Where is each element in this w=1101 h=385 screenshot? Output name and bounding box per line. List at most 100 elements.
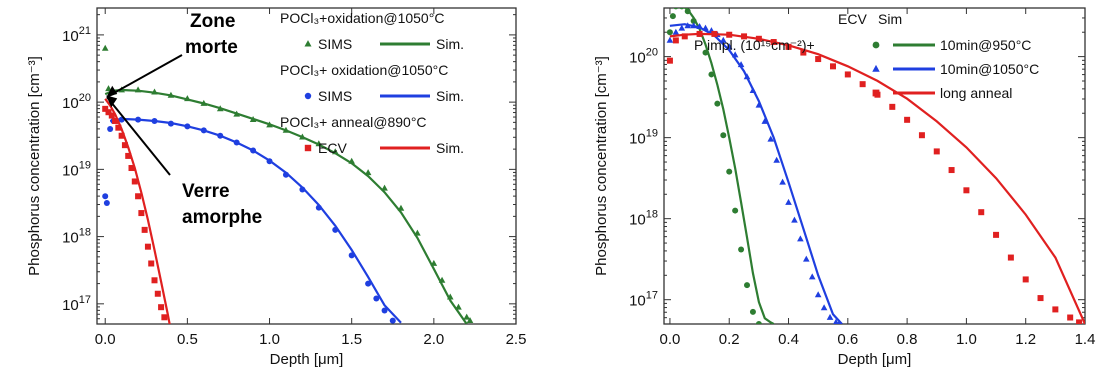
series-line: [104, 88, 468, 324]
y-tick-label: 1019: [62, 159, 91, 179]
data-point: [779, 178, 786, 185]
data-point: [732, 207, 739, 214]
data-point: [151, 277, 158, 284]
y-tick-label: 1021: [62, 25, 91, 45]
y-tick-label: 1019: [629, 128, 658, 148]
y-tick-label: 1017: [629, 290, 658, 310]
data-point: [681, 33, 688, 40]
data-point: [389, 317, 396, 324]
data-point: [666, 57, 673, 64]
legend-marker: [872, 41, 880, 49]
legend-marker: [304, 144, 312, 152]
legend-line-label: Sim.: [436, 88, 464, 104]
data-point: [666, 36, 674, 43]
data-point: [1022, 276, 1029, 283]
series-line: [669, 32, 1085, 324]
legend-title: POCl₃+ anneal@890°C: [280, 114, 427, 130]
y-tick-label: 1017: [62, 294, 91, 314]
legend-marker: [872, 64, 880, 72]
data-point: [744, 282, 751, 289]
data-point: [1007, 254, 1014, 261]
data-point: [381, 307, 388, 314]
data-point: [1037, 295, 1044, 302]
data-point: [1067, 314, 1074, 321]
data-point: [105, 85, 112, 92]
x-tick-label: 0.6: [837, 331, 858, 348]
data-point: [814, 291, 822, 298]
y-axis-label: Phosphorus concentration [cm⁻³]: [593, 56, 610, 276]
data-point: [726, 168, 733, 175]
legend-marker: [872, 89, 880, 97]
x-tick-label: 0.4: [778, 331, 799, 348]
data-point: [161, 314, 168, 321]
data-point: [738, 246, 745, 253]
data-point: [131, 178, 138, 185]
data-layer: [666, 8, 1085, 324]
data-point: [808, 273, 816, 280]
legend-line-label: Sim.: [436, 36, 464, 52]
data-point: [800, 49, 807, 56]
data-point: [463, 313, 471, 320]
data-point: [714, 100, 721, 107]
data-point: [1052, 306, 1059, 313]
data-point: [141, 226, 148, 233]
x-tick-label: 1.5: [341, 331, 362, 348]
y-axis-label: Phosphorus concentration [cm⁻³]: [26, 56, 43, 276]
y-tick-label: 1020: [629, 47, 658, 67]
data-point: [678, 24, 686, 31]
data-point: [993, 231, 1000, 238]
data-point: [154, 290, 161, 297]
data-point: [121, 142, 128, 149]
data-point: [679, 8, 685, 10]
data-point: [720, 132, 727, 139]
data-point: [138, 210, 145, 217]
x-tick-label: 2.5: [506, 331, 527, 348]
data-point: [115, 124, 122, 131]
data-point: [826, 313, 834, 320]
x-tick-label: 0.5: [177, 331, 198, 348]
data-point: [904, 116, 911, 123]
annotation-verre: Verre: [182, 181, 230, 202]
legend-marker-label: SIMS: [318, 36, 352, 52]
annotation-zone: Zone: [190, 11, 235, 32]
data-point: [108, 112, 115, 119]
data-point: [666, 29, 673, 36]
data-point: [158, 304, 165, 311]
x-tick-label: 1.0: [259, 331, 280, 348]
data-point: [918, 132, 925, 139]
data-point: [112, 117, 119, 124]
data-point: [833, 318, 839, 324]
data-point: [948, 167, 955, 174]
annotation-morte: morte: [185, 37, 238, 58]
legend-marker: [304, 40, 312, 47]
data-point: [102, 193, 109, 200]
data-point: [844, 71, 851, 78]
legend-label: 10min@950°C: [940, 37, 1031, 53]
data-point: [672, 37, 679, 44]
legend-marker: [304, 92, 312, 100]
data-point: [118, 132, 125, 139]
data-point: [889, 103, 896, 110]
data-point: [673, 8, 679, 10]
data-point: [125, 152, 132, 159]
legend-prefix: P impl. (10¹⁵cm⁻²)+: [694, 37, 815, 53]
data-point: [105, 109, 112, 116]
data-point: [773, 156, 780, 163]
x-tick-label: 1.0: [956, 331, 977, 348]
data-point: [933, 148, 940, 155]
data-layer: [101, 44, 474, 324]
data-point: [785, 43, 792, 50]
x-tick-label: 0.0: [95, 331, 116, 348]
arrowhead: [106, 95, 118, 108]
x-axis-label: Depth [μm]: [838, 351, 912, 368]
x-tick-label: 0.2: [719, 331, 740, 348]
annotation-amorphe: amorphe: [182, 207, 262, 228]
data-point: [859, 81, 866, 88]
data-point: [803, 255, 810, 262]
legend-label: 10min@1050°C: [940, 61, 1039, 77]
data-point: [755, 321, 762, 324]
x-tick-label: 0.8: [897, 331, 918, 348]
data-point: [103, 199, 110, 206]
annotation-arrow: [106, 96, 171, 176]
